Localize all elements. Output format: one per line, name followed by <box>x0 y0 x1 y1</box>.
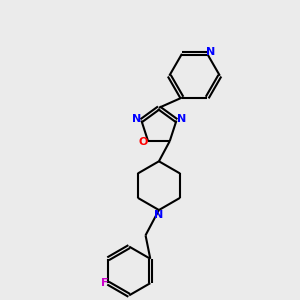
Text: N: N <box>177 114 186 124</box>
Text: N: N <box>206 47 215 57</box>
Text: F: F <box>101 278 108 288</box>
Text: O: O <box>139 137 148 147</box>
Text: N: N <box>132 114 141 124</box>
Text: N: N <box>154 210 164 220</box>
